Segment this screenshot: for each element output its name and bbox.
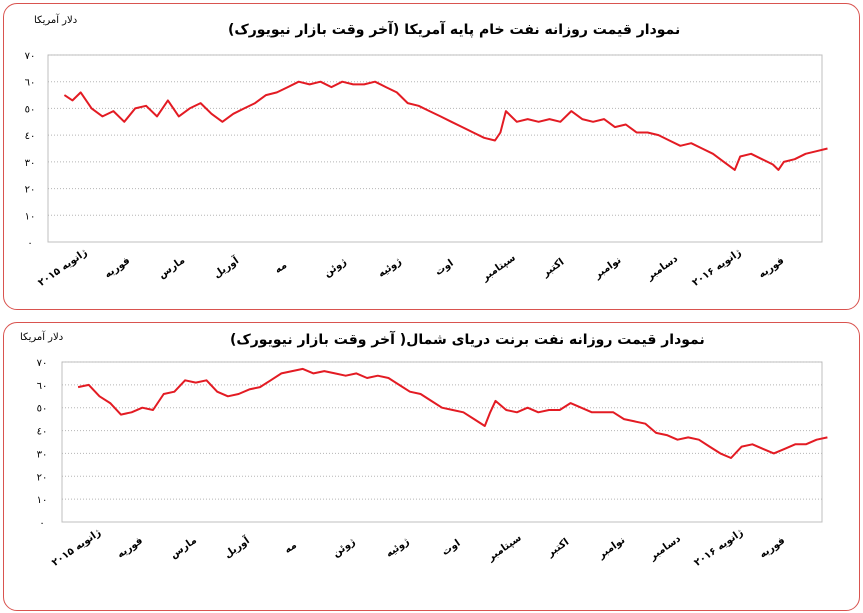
x-tick-label-brent: ژوئیه	[384, 536, 412, 560]
x-tick-label-brent: اکتبر	[545, 537, 571, 560]
x-tick-label-brent: فوریه	[758, 535, 788, 560]
y-tick-label-brent: ٦٠	[37, 381, 48, 392]
y-tick-label-wti: ٦٠	[25, 78, 36, 89]
x-tick-label-wti: فوریه	[103, 255, 133, 280]
plot-area-wti	[47, 54, 823, 243]
chart-title-wti: نمودار قیمت روزانه نفت خام پایه آمریکا (…	[228, 22, 681, 38]
x-tick-label-wti: دسامبر	[644, 253, 680, 283]
chart-title-brent: نمودار قیمت روزانه نفت برنت دریای شمال( …	[230, 332, 705, 348]
x-tick-label-brent: ژانویه ۲۰۱۵	[50, 527, 103, 569]
y-tick-label-brent: ١٠	[37, 495, 48, 506]
x-tick-label-wti: آوریل	[211, 253, 242, 280]
price-line-brent	[77, 367, 828, 459]
x-tick-label-wti: ژانویه ۲۰۱۵	[36, 247, 89, 289]
x-tick-label-wti: فوریه	[757, 255, 787, 280]
x-tick-label-wti: مارس	[157, 255, 187, 281]
price-line-wti	[63, 80, 828, 171]
x-tick-label-wti: ژوئن	[322, 256, 349, 279]
x-tick-label-wti: مه	[273, 260, 289, 276]
y-tick-label-wti: ٧٠	[25, 51, 36, 62]
x-tick-label-wti: ژانویه ۲۰۱۶	[691, 247, 744, 289]
x-tick-label-wti: اوت	[433, 258, 455, 278]
y-tick-label-wti: ١٠	[25, 211, 36, 222]
y-axis-label-brent: دلار آمریکا	[20, 332, 64, 343]
x-tick-label-brent: فوریه	[115, 535, 145, 560]
y-axis-label-wti: دلار آمریکا	[34, 15, 78, 26]
x-tick-label-brent: سپتامبر	[485, 532, 524, 564]
x-tick-label-brent: ژانویه ۲۰۱۶	[692, 527, 745, 569]
y-tick-label-brent: ٧٠	[37, 358, 48, 369]
x-tick-label-brent: نوامبر	[596, 535, 628, 562]
x-tick-label-brent: مه	[283, 540, 299, 556]
x-tick-label-wti: ژوئیه	[376, 256, 404, 280]
x-tick-label-brent: دسامبر	[647, 533, 683, 563]
x-tick-label-wti: نوامبر	[592, 255, 624, 282]
y-tick-label-brent: ٠	[39, 518, 44, 529]
y-tick-label-wti: ٢٠	[25, 185, 36, 196]
y-tick-label-brent: ٢٠	[37, 472, 48, 483]
y-tick-label-wti: ٠	[27, 238, 32, 249]
x-tick-label-brent: ژوئن	[331, 536, 358, 559]
x-tick-label-brent: آوریل	[221, 533, 252, 560]
plot-area-brent	[61, 361, 823, 523]
y-tick-label-brent: ٣٠	[37, 449, 48, 460]
y-tick-label-brent: ٥٠	[37, 404, 48, 415]
x-tick-label-wti: سپتامبر	[479, 252, 518, 284]
x-tick-label-brent: مارس	[168, 535, 198, 561]
y-tick-label-wti: ٥٠	[25, 104, 36, 115]
x-tick-label-brent: اوت	[440, 538, 462, 558]
x-tick-label-wti: اکتبر	[540, 257, 566, 280]
chart-panel-brent	[3, 322, 860, 611]
y-tick-label-wti: ٤٠	[25, 131, 36, 142]
y-tick-label-brent: ٤٠	[37, 427, 48, 438]
y-tick-label-wti: ٣٠	[25, 158, 36, 169]
